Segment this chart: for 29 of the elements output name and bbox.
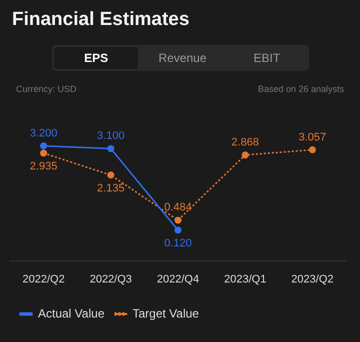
- text: Revenue: [157, 50, 208, 67]
- point: [174, 226, 182, 234]
- data-label: 3.100: [97, 130, 125, 142]
- data-label: 3.200: [30, 127, 58, 140]
- data-label: 2.935: [30, 160, 58, 173]
- x-tick-label: 2022/Q3: [90, 273, 132, 286]
- x-tick-label: 2022/Q2: [22, 273, 65, 286]
- x-tick-label: 2023/Q1: [224, 273, 266, 286]
- chart-title: Financial Estimates: [12, 9, 190, 31]
- data-label: 0.484: [164, 202, 192, 214]
- x-tick-label: 2023/Q2: [291, 273, 334, 286]
- data-label: 2.135: [97, 182, 125, 195]
- text: EPS: [54, 47, 138, 69]
- x-tick-label: 2022/Q4: [156, 273, 200, 286]
- text: Based on 26 analysts: [258, 84, 344, 94]
- text: EBIT: [252, 50, 282, 67]
- point: [308, 146, 316, 154]
- point: [174, 216, 182, 224]
- text: Currency: USD: [16, 84, 77, 94]
- point: [40, 150, 48, 157]
- data-label: 3.057: [298, 131, 326, 144]
- point: [242, 151, 249, 158]
- data-label: 0.120: [164, 238, 192, 250]
- legend-label: Target Value: [132, 306, 200, 320]
- point: [107, 172, 114, 179]
- point: [107, 145, 114, 152]
- point: [40, 142, 48, 150]
- legend-label: Actual Value: [38, 306, 105, 320]
- data-label: 2.868: [231, 136, 259, 149]
